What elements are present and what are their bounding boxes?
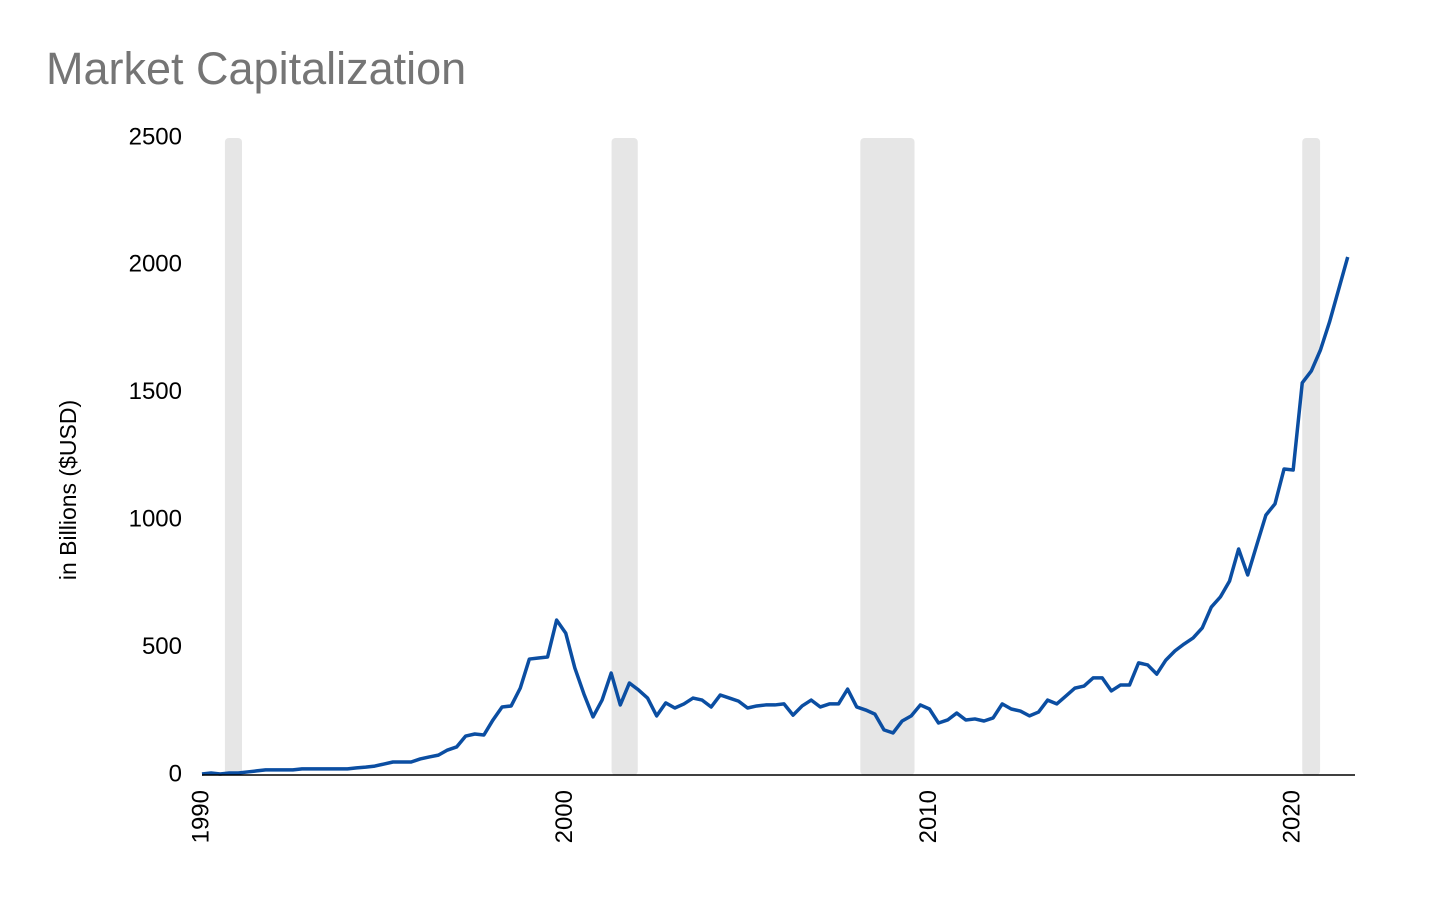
recession-band	[1302, 138, 1321, 775]
recession-band	[611, 138, 638, 775]
y-tick-label: 1000	[129, 506, 182, 533]
y-tick-label: 1500	[129, 378, 182, 405]
y-axis-label: in Billions ($USD)	[55, 400, 81, 580]
y-tick-label: 0	[169, 760, 182, 787]
x-tick-label: 2020	[1279, 790, 1306, 843]
y-tick-label: 500	[142, 633, 182, 660]
x-tick-label: 2010	[915, 790, 942, 843]
x-tick-label: 2000	[551, 790, 578, 843]
x-tick-label: 1990	[187, 790, 214, 843]
chart-title: Market Capitalization	[46, 43, 466, 94]
y-tick-label: 2500	[129, 123, 182, 150]
recession-band	[860, 138, 915, 775]
y-tick-label: 2000	[129, 251, 182, 278]
data-line	[201, 256, 1350, 776]
recession-band	[224, 138, 243, 775]
